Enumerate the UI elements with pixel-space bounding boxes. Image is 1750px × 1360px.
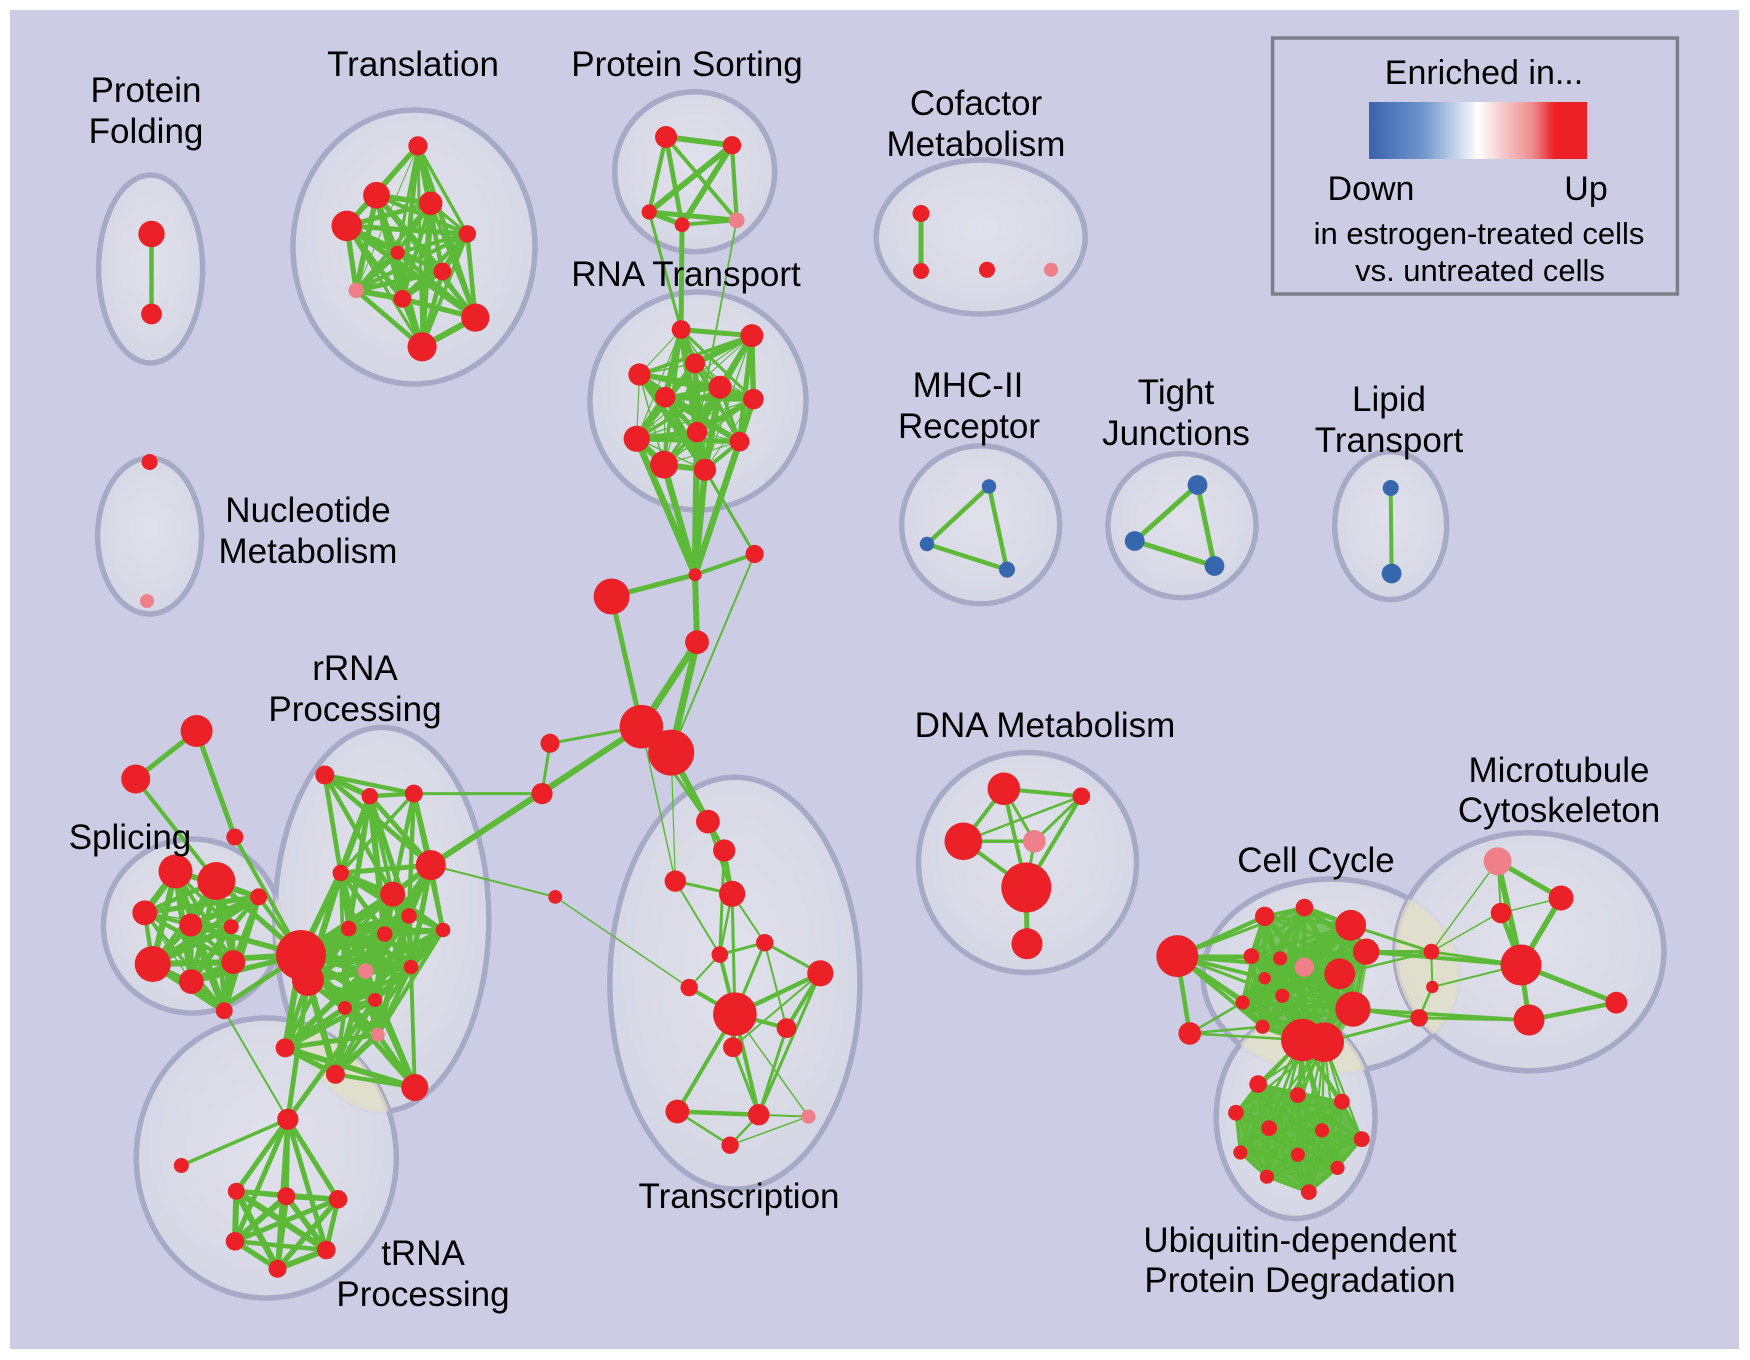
- svg-text:Folding: Folding: [89, 112, 204, 151]
- svg-text:Protein: Protein: [91, 71, 202, 110]
- svg-text:Tight: Tight: [1138, 373, 1215, 412]
- svg-text:Lipid: Lipid: [1352, 380, 1426, 419]
- svg-text:rRNA: rRNA: [312, 649, 398, 688]
- svg-text:DNA Metabolism: DNA Metabolism: [915, 706, 1176, 745]
- svg-text:MHC-II: MHC-II: [913, 366, 1024, 405]
- svg-text:Cytoskeleton: Cytoskeleton: [1458, 791, 1660, 830]
- svg-text:Protein Sorting: Protein Sorting: [571, 45, 803, 84]
- svg-text:Receptor: Receptor: [898, 407, 1040, 446]
- svg-text:Processing: Processing: [336, 1275, 509, 1314]
- svg-text:Processing: Processing: [268, 690, 441, 729]
- svg-text:Microtubule: Microtubule: [1469, 751, 1650, 790]
- svg-text:Junctions: Junctions: [1102, 414, 1250, 453]
- svg-text:vs. untreated cells: vs. untreated cells: [1355, 253, 1605, 288]
- svg-text:Up: Up: [1564, 170, 1607, 208]
- svg-text:Cell Cycle: Cell Cycle: [1237, 841, 1395, 880]
- svg-text:Protein Degradation: Protein Degradation: [1144, 1261, 1455, 1300]
- svg-text:Metabolism: Metabolism: [887, 125, 1066, 164]
- svg-text:Splicing: Splicing: [69, 818, 192, 857]
- svg-text:Cofactor: Cofactor: [910, 84, 1043, 123]
- svg-text:Down: Down: [1328, 170, 1415, 208]
- svg-text:Enriched in...: Enriched in...: [1385, 54, 1583, 92]
- svg-text:Transport: Transport: [1315, 421, 1464, 460]
- svg-text:Metabolism: Metabolism: [219, 532, 398, 571]
- svg-text:Translation: Translation: [327, 45, 499, 84]
- svg-text:RNA Transport: RNA Transport: [571, 255, 801, 294]
- svg-text:in estrogen-treated cells: in estrogen-treated cells: [1314, 216, 1645, 251]
- svg-text:tRNA: tRNA: [381, 1234, 465, 1273]
- svg-text:Transcription: Transcription: [639, 1177, 840, 1216]
- svg-text:Ubiquitin-dependent: Ubiquitin-dependent: [1143, 1221, 1457, 1260]
- svg-text:Nucleotide: Nucleotide: [225, 491, 390, 530]
